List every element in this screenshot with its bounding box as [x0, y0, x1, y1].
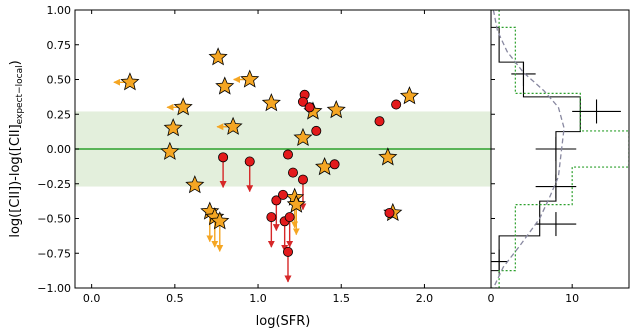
- histogram-model-curve: [492, 10, 565, 288]
- circle-marker: [391, 99, 402, 110]
- y-tick-label: −0.50: [37, 213, 71, 226]
- star-marker: [286, 194, 306, 213]
- circle-marker: [266, 212, 277, 223]
- star-marker: [261, 93, 281, 112]
- circle-marker: [297, 174, 308, 185]
- circle-marker: [271, 195, 282, 206]
- y-tick-label: −1.00: [37, 282, 71, 295]
- star-marker: [173, 97, 193, 116]
- circle-marker: [218, 152, 229, 163]
- x-tick-label: 0.0: [83, 292, 101, 305]
- y-axis-label: log([CII])-log([CII]expect−local): [8, 60, 25, 237]
- side-axis-ticks: 0 10: [488, 9, 579, 305]
- y-axis-label-subscript: expect−local: [15, 65, 25, 124]
- star-marker: [293, 127, 313, 147]
- circle-marker: [384, 207, 395, 218]
- y-axis-label-close: ): [8, 60, 23, 65]
- circle-marker: [244, 156, 255, 167]
- star-marker: [326, 100, 346, 119]
- histogram-solid: [491, 10, 581, 288]
- side-histogram-panel: 0 10: [488, 9, 630, 305]
- star-marker: [208, 47, 228, 66]
- star-marker: [210, 211, 230, 230]
- main-scatter-panel: 0.0 0.5 1.0 1.5 2.0 −1.00 −0.75 −0.50 −0.25 0.00 0…: [37, 4, 492, 305]
- star-marker: [163, 118, 183, 137]
- y-tick-label: 1.00: [47, 4, 72, 17]
- y-tick-label: −0.25: [37, 178, 71, 191]
- side-x-tick-label: 10: [565, 292, 579, 305]
- y-tick-label: −0.75: [37, 247, 71, 260]
- circle-marker: [374, 116, 385, 127]
- star-marker: [120, 72, 140, 91]
- y-tick-label: 0.00: [47, 143, 72, 156]
- star-marker: [240, 69, 260, 88]
- x-tick-label: 0.5: [166, 292, 184, 305]
- circle-marker: [329, 159, 340, 170]
- circle-marker: [311, 125, 322, 136]
- star-marker: [160, 141, 180, 160]
- star-marker: [215, 76, 235, 95]
- circle-marker: [284, 212, 295, 223]
- circle-marker: [282, 246, 293, 257]
- circle-marker: [287, 167, 298, 178]
- circle-marker: [277, 189, 288, 200]
- x-tick-label: 2.0: [416, 292, 434, 305]
- y-tick-label: 0.75: [47, 39, 72, 52]
- circle-marker: [297, 96, 308, 107]
- x-axis-label: log(SFR): [256, 314, 311, 329]
- star-marker: [185, 175, 205, 194]
- main-axis-ticks: 0.0 0.5 1.0 1.5 2.0 −1.00 −0.75 −0.50 −0.25 0.00 0…: [37, 4, 433, 305]
- star-marker: [223, 116, 243, 135]
- star-marker: [378, 147, 398, 166]
- x-tick-label: 1.0: [249, 292, 267, 305]
- y-tick-label: 0.25: [47, 108, 72, 121]
- data-markers: [120, 47, 420, 257]
- star-marker: [399, 86, 420, 105]
- y-tick-label: 0.50: [47, 74, 72, 87]
- histogram-dotted: [491, 10, 629, 288]
- y-axis-label-main: log([CII])-log([CII]: [8, 124, 23, 237]
- circle-marker: [304, 102, 315, 113]
- side-x-tick-label: 0: [488, 292, 495, 305]
- x-tick-label: 1.5: [332, 292, 350, 305]
- circle-marker: [282, 149, 293, 160]
